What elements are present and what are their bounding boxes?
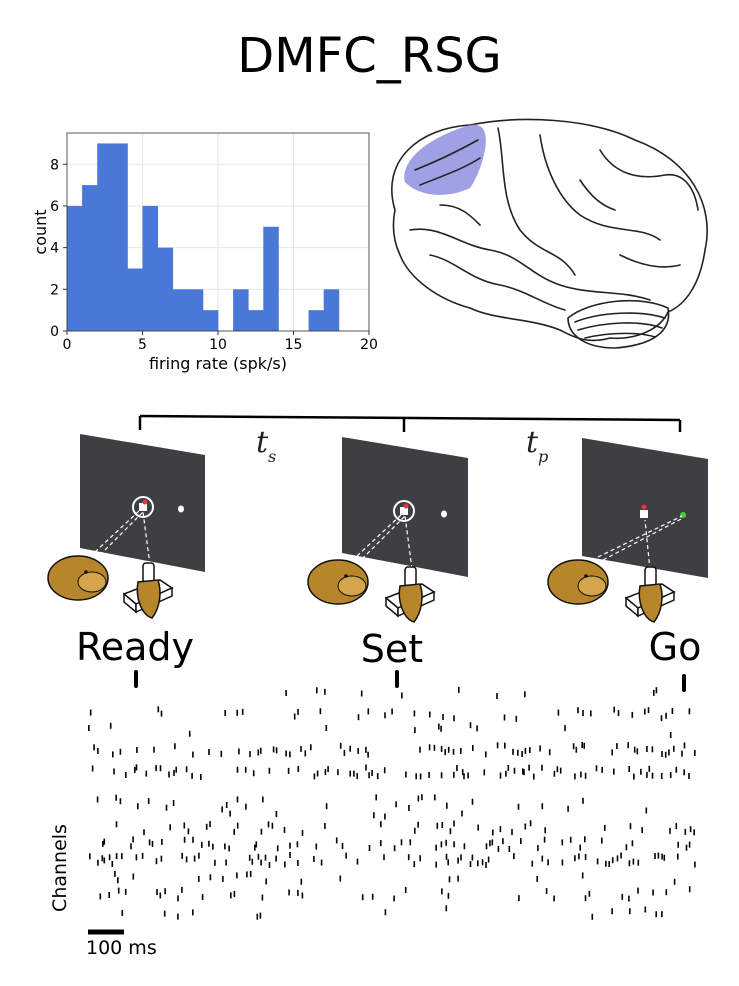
monkey-head [47,555,109,601]
interval-ts-symbol: t [256,425,269,460]
fixation-cue-red [142,499,148,505]
histogram-bar [97,143,113,331]
spike-raster [88,686,696,920]
scale-bar-label: 100 ms [86,937,157,959]
bracket-line [139,414,681,422]
fixation-ring [132,496,154,518]
fixation-point [139,503,147,511]
monkey-hand-joystick [384,566,436,623]
histogram-x-label: firing rate (spk/s) [149,354,287,373]
interval-tp-subscript: p [538,447,548,466]
hand-line [404,515,413,570]
histogram-x-ticks: 0 5 10 15 20 [63,331,378,353]
firing-rate-histogram: 0 5 10 15 20 0 2 4 6 8 firing rate (spk/s) count [31,132,378,373]
histogram-bar [323,289,340,331]
monkey-head [547,559,609,605]
histogram-bar [157,247,174,331]
target-dot [178,505,184,513]
gaze-line [94,509,141,553]
histogram-y-label: count [31,209,50,254]
gaze-line [361,515,406,560]
histogram-bar [248,310,264,331]
x-tick-label: 5 [138,337,147,353]
y-tick-label: 8 [50,157,59,173]
figure-title: DMFC_RSG [237,28,502,84]
fixation-ring [393,500,415,522]
histogram-bar [233,289,249,331]
panel-go [547,438,708,623]
cerebellum [567,299,670,349]
cerebellum-fold [574,312,666,323]
y-tick-label: 6 [50,199,59,215]
brain-sulcus [414,139,479,171]
cerebellum-fold [577,322,663,331]
gaze-line [597,515,683,558]
y-tick-label: 4 [50,241,59,257]
fixation-cue-red [641,504,647,510]
histogram-bar [142,205,158,331]
brain-sulcus [619,254,681,268]
histogram-bar [82,185,98,331]
gaze-line [602,517,684,561]
brain-sulcus [439,204,481,226]
timeline-bracket [138,414,682,432]
panel-ready [47,434,205,619]
brain-sulcus [599,149,699,211]
brain-sulcus [539,134,661,241]
hand-line [644,519,651,571]
hand-line [142,511,151,566]
x-tick-label: 10 [209,337,227,353]
histogram-bar [187,289,204,331]
brain-illustration [391,118,708,349]
panel-set [307,437,468,623]
central-sulcus [497,127,576,276]
brain-sulcus [579,179,616,211]
histogram-bar [202,310,219,331]
x-tick-label: 0 [63,337,72,353]
x-tick-label: 15 [285,337,303,353]
histogram-bar [263,226,279,331]
cerebellum-fold [584,332,656,339]
y-tick-label: 2 [50,282,59,298]
lateral-sulcus [409,228,651,301]
histogram-bar [127,268,143,331]
monkey-hand-joystick [122,562,174,619]
interval-ts-subscript: s [268,447,276,466]
fixation-cue-red [403,503,409,509]
fixation-point [400,507,408,515]
monkey-hand-joystick [624,566,676,623]
brain-sulcus [419,157,481,186]
histogram-bar [67,205,83,331]
y-tick-label: 0 [50,324,59,340]
gaze-line [99,511,144,556]
brain-sulcus [429,254,566,311]
histogram-bar [308,310,325,331]
fixation-point [640,510,648,518]
histogram-bar [172,289,189,331]
gaze-line [356,513,403,557]
histogram-bars [67,143,340,331]
raster-y-label: Channels [49,824,71,912]
target-dot [441,510,447,518]
interval-tp-symbol: t [526,425,539,460]
x-tick-label: 20 [360,337,378,353]
event-label-go: Go [649,625,702,669]
histogram-y-ticks: 0 2 4 6 8 [50,157,67,340]
monkey-head [307,559,369,605]
event-label-ready: Ready [76,625,194,669]
histogram-bar [112,143,128,331]
dmfc-highlight-region [404,124,486,195]
event-label-set: Set [361,627,423,671]
